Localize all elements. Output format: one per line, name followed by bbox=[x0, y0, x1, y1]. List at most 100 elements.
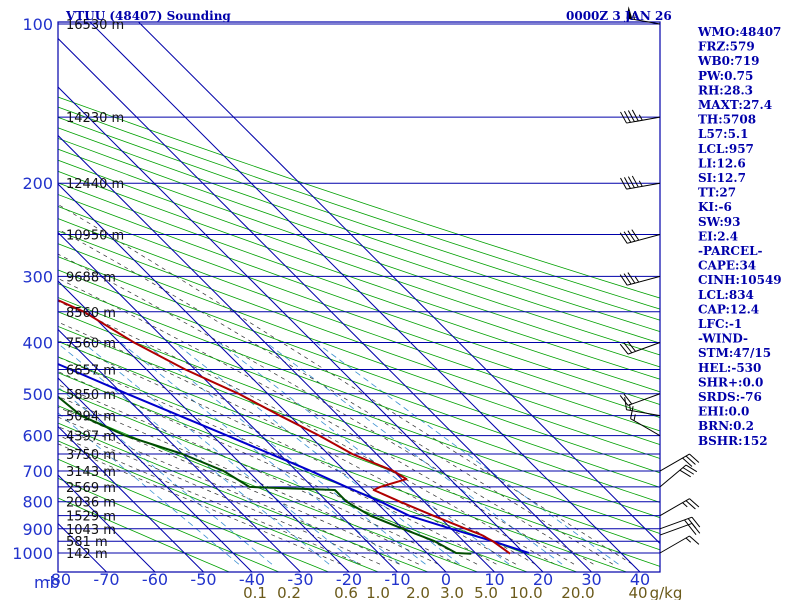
barb-staff bbox=[659, 535, 690, 554]
barb-feather bbox=[623, 273, 632, 285]
barb-feather bbox=[689, 535, 700, 545]
barb-feather bbox=[623, 111, 631, 123]
height-label: 581 m bbox=[66, 535, 108, 550]
dry-adiabat-line bbox=[58, 497, 231, 572]
axes bbox=[57, 21, 661, 573]
barb-staff bbox=[659, 516, 693, 530]
dry-adiabat-line bbox=[58, 148, 660, 356]
pressure-tick-label: 1000 bbox=[12, 544, 53, 563]
pressure-tick-label: 300 bbox=[22, 267, 53, 286]
height-label: 1529 m bbox=[66, 510, 116, 525]
moist-adiabat-line bbox=[58, 356, 497, 565]
temperature-tick-label: 20 bbox=[533, 570, 553, 589]
grid-lines bbox=[0, 0, 660, 575]
barb-staff bbox=[627, 234, 661, 244]
dry-adiabat-line bbox=[58, 194, 660, 405]
index-value: EI:2.4 bbox=[698, 229, 738, 243]
height-label: 2036 m bbox=[66, 496, 116, 511]
height-label: 12440 m bbox=[66, 177, 124, 192]
height-label: 2569 m bbox=[66, 481, 116, 496]
height-label: 4397 m bbox=[66, 430, 116, 445]
moist-adiabat-line bbox=[58, 434, 361, 565]
barb-feather bbox=[691, 516, 701, 528]
temperature-tick-label: -30 bbox=[287, 570, 313, 589]
barb-staff bbox=[627, 275, 661, 286]
dry-adiabat-line bbox=[58, 206, 660, 418]
index-value: TT:27 bbox=[698, 186, 736, 200]
index-value: PW:0.75 bbox=[698, 69, 753, 83]
barb-feather bbox=[619, 395, 629, 406]
wind-barb bbox=[659, 535, 700, 554]
barb-feather bbox=[620, 177, 627, 190]
height-label: 5850 m bbox=[66, 388, 116, 403]
mixing-ratio-line bbox=[58, 342, 330, 565]
barb-feather bbox=[687, 524, 697, 536]
dry-adiabat-line bbox=[58, 218, 660, 432]
isotherm-line bbox=[58, 183, 447, 572]
barb-feather bbox=[685, 455, 696, 465]
barb-feather bbox=[620, 111, 627, 124]
pressure-tick-label: 200 bbox=[22, 174, 53, 193]
temperature-tick-label: -50 bbox=[190, 570, 216, 589]
parcel-line bbox=[58, 362, 530, 554]
isotherm-line bbox=[58, 425, 205, 572]
index-value: RH:28.3 bbox=[698, 83, 753, 97]
barb-staff bbox=[659, 464, 687, 488]
dry-adiabat-line bbox=[58, 458, 330, 572]
wind-barb bbox=[619, 341, 661, 355]
index-value: -PARCEL- bbox=[698, 244, 763, 258]
pressure-tick-label: 700 bbox=[22, 462, 53, 481]
temperature-tick-label: 0 bbox=[441, 570, 451, 589]
plot-frame bbox=[57, 21, 661, 573]
mixing-ratio-label: 20.0 bbox=[561, 584, 594, 600]
barb-half-feather bbox=[629, 404, 631, 411]
mixing-ratio-line bbox=[58, 412, 240, 565]
height-label: 1043 m bbox=[66, 523, 116, 538]
barb-feather bbox=[624, 397, 628, 410]
mixing-ratio-line bbox=[58, 386, 273, 565]
barb-feather bbox=[619, 232, 628, 244]
index-value: SI:12.7 bbox=[698, 171, 746, 185]
pressure-tick-label: 900 bbox=[22, 520, 53, 539]
wind-barb bbox=[619, 272, 661, 286]
isotherm-line bbox=[0, 0, 12, 575]
isotherm-line bbox=[58, 37, 593, 572]
dry-adiabat-line bbox=[58, 182, 660, 393]
dry-adiabat-line bbox=[58, 96, 660, 299]
barb-feather bbox=[631, 109, 639, 122]
index-value: LCL:834 bbox=[698, 288, 754, 302]
barb-feather bbox=[685, 500, 696, 510]
mixing-ratio-label: 10.0 bbox=[509, 584, 542, 600]
index-value: WB0:719 bbox=[697, 54, 759, 68]
dry-adiabat-line bbox=[58, 440, 380, 572]
barb-half-feather bbox=[633, 414, 636, 421]
barb-staff bbox=[630, 418, 661, 437]
height-label: 7560 m bbox=[66, 336, 116, 351]
barb-feather bbox=[691, 523, 701, 534]
mixing-ratio-line bbox=[82, 342, 359, 565]
barb-staff bbox=[627, 393, 661, 406]
temperature-tick-label: 30 bbox=[581, 570, 601, 589]
mixing-ratio-label: 5.0 bbox=[474, 584, 498, 600]
index-value: KI:-6 bbox=[698, 200, 732, 214]
barb-staff bbox=[659, 522, 693, 536]
isotherm-line bbox=[58, 571, 59, 572]
barb-feather bbox=[627, 176, 635, 188]
index-value: TH:5708 bbox=[698, 113, 756, 127]
indices-panel: WMO:48407FRZ:579WB0:719PW:0.75RH:28.3MAX… bbox=[697, 25, 782, 448]
moist-adiabat-line bbox=[58, 228, 613, 565]
mixing-ratio-label: 1.0 bbox=[366, 584, 390, 600]
wind-barb bbox=[659, 464, 698, 488]
isotherm-line bbox=[58, 280, 350, 572]
pressure-tick-label: 800 bbox=[22, 493, 53, 512]
mixing-ratio-label: 0.6 bbox=[334, 584, 358, 600]
temperature-tick-label: 40 bbox=[630, 570, 650, 589]
mixing-ratio-line bbox=[120, 342, 400, 565]
dry-adiabat-line bbox=[58, 170, 660, 380]
barb-feather bbox=[627, 272, 636, 284]
barb-staff bbox=[627, 342, 661, 355]
index-value: LFC:-1 bbox=[698, 317, 742, 331]
height-label: 10950 m bbox=[66, 229, 124, 244]
dry-adiabat-line bbox=[58, 106, 660, 310]
